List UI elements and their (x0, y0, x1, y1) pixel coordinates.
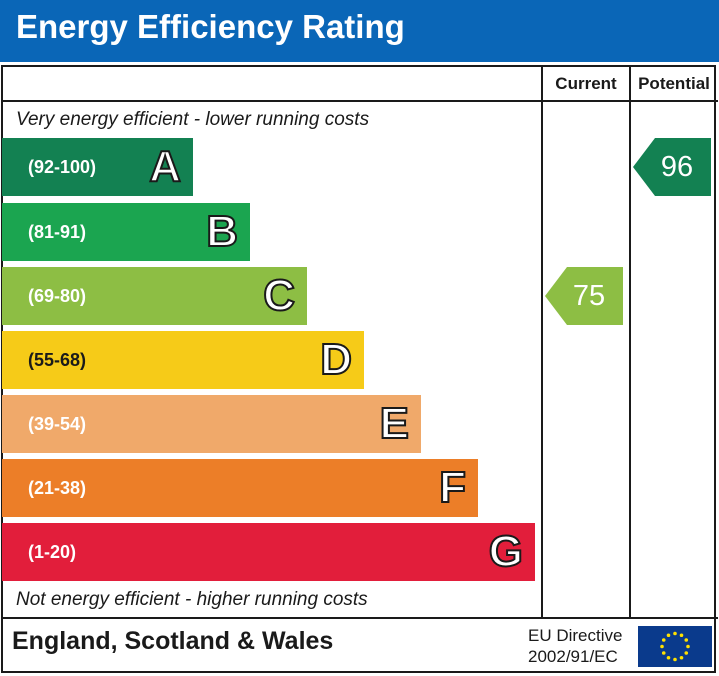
eu-star-icon (686, 644, 690, 649)
band-c-range: (69-80) (28, 286, 87, 306)
eu-flag-icon (638, 626, 712, 667)
band-f: (21-38) F (2, 459, 478, 517)
page-title: Energy Efficiency Rating (16, 8, 405, 45)
band-a-range: (92-100) (28, 157, 97, 177)
band-g: (1-20) G (2, 523, 535, 581)
eu-star-icon (666, 655, 671, 660)
eu-star-icon (673, 631, 677, 636)
current-column-divider (541, 65, 543, 619)
potential-column-header: Potential (638, 74, 710, 93)
eu-star-icon (660, 644, 664, 649)
potential-rating-arrow: 96 (633, 138, 711, 196)
band-a-letter: A (148, 141, 182, 192)
current-rating-arrow: 75 (545, 267, 623, 325)
eu-star-icon (666, 633, 671, 638)
bottom-note: Not energy efficient - higher running co… (16, 589, 368, 610)
eu-star-icon (661, 638, 666, 642)
title-bar: Energy Efficiency Rating (0, 0, 719, 62)
band-b: (81-91) B (2, 203, 250, 261)
directive-line-2: 2002/91/EC (528, 647, 618, 666)
directive-line-1: EU Directive (528, 626, 623, 645)
eu-star-icon (684, 638, 689, 642)
eu-star-icon (679, 633, 684, 638)
top-note: Very energy efficient - lower running co… (16, 109, 370, 130)
footer-divider (1, 617, 718, 619)
current-column-header: Current (555, 74, 617, 93)
region-label: England, Scotland & Wales (12, 627, 334, 655)
band-b-range: (81-91) (28, 222, 87, 242)
eu-star-icon (661, 651, 666, 655)
band-f-range: (21-38) (28, 478, 87, 498)
potential-arrow-shape (633, 138, 711, 196)
band-g-letter: G (488, 526, 524, 577)
band-d-letter: D (319, 334, 353, 385)
eu-star-icon (673, 657, 677, 662)
eu-star-icon (684, 651, 689, 655)
current-arrow-shape (545, 267, 623, 325)
header-divider (1, 100, 718, 102)
band-a: (92-100) A (2, 138, 193, 196)
band-c-letter: C (262, 270, 296, 321)
band-b-letter: B (205, 206, 239, 257)
current-rating-value: 75 (572, 280, 606, 312)
band-d: (55-68) D (2, 331, 364, 389)
band-e-letter: E (379, 398, 410, 449)
potential-rating-value: 96 (660, 151, 694, 183)
band-g-range: (1-20) (28, 542, 77, 562)
eu-star-icon (679, 655, 684, 660)
band-f-letter: F (438, 462, 467, 513)
band-c: (69-80) C (2, 267, 307, 325)
potential-column-divider (629, 65, 631, 619)
band-e-range: (39-54) (28, 414, 87, 434)
band-e: (39-54) E (2, 395, 421, 453)
band-d-range: (55-68) (28, 350, 87, 370)
